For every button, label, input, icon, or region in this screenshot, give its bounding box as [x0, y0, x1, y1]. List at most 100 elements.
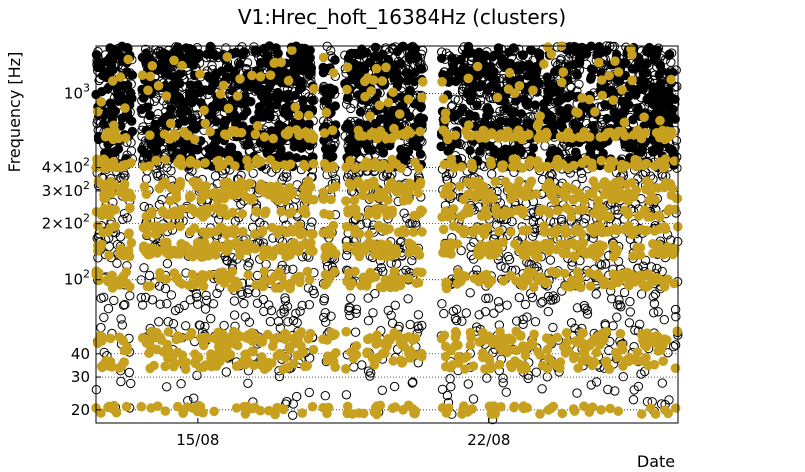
open-cluster-point — [243, 288, 253, 298]
loud-cluster-point — [627, 178, 637, 188]
loud-cluster-point — [229, 224, 240, 234]
loud-cluster-point — [655, 157, 665, 167]
loud-cluster-point — [526, 245, 536, 256]
loud-cluster-point — [371, 161, 382, 171]
open-cluster-point — [498, 378, 508, 388]
loud-cluster-point — [528, 85, 538, 96]
loud-cluster-point — [393, 227, 404, 237]
loud-cluster-point — [259, 187, 270, 197]
open-cluster-point — [346, 103, 356, 114]
loud-cluster-point — [612, 245, 623, 255]
loud-cluster-point — [445, 248, 456, 259]
open-cluster-point — [387, 318, 398, 328]
loud-cluster-point — [146, 209, 157, 219]
loud-cluster-point — [246, 195, 256, 206]
open-cluster-point — [192, 145, 203, 155]
open-cluster-point — [127, 116, 137, 126]
loud-cluster-point — [341, 196, 351, 206]
open-cluster-point — [304, 387, 314, 398]
open-cluster-point — [263, 99, 274, 109]
open-cluster-point — [202, 49, 212, 59]
open-cluster-point — [656, 105, 666, 115]
open-cluster-point — [320, 391, 330, 401]
open-cluster-point — [441, 171, 451, 181]
loud-cluster-point — [349, 195, 360, 205]
loud-cluster-point — [186, 191, 196, 202]
open-cluster-point — [370, 289, 380, 299]
open-cluster-point — [349, 362, 359, 372]
loud-cluster-point — [418, 77, 428, 87]
loud-cluster-point — [362, 178, 373, 189]
open-cluster-point — [240, 312, 251, 322]
open-cluster-point — [610, 386, 620, 396]
open-cluster-point — [170, 305, 181, 316]
loud-cluster-point — [404, 247, 415, 258]
loud-cluster-point — [557, 77, 567, 88]
loud-cluster-point — [553, 162, 564, 172]
open-cluster-point — [649, 298, 660, 309]
loud-cluster-point — [175, 154, 185, 164]
open-cluster-point — [329, 85, 339, 95]
loud-cluster-point — [560, 268, 570, 279]
loud-cluster-point — [547, 266, 557, 277]
loud-cluster-point — [408, 227, 419, 237]
loud-cluster-point — [93, 220, 103, 231]
open-cluster-point — [610, 205, 620, 215]
open-cluster-point — [528, 143, 538, 153]
loud-cluster-point — [467, 162, 478, 172]
loud-cluster-point — [514, 81, 525, 91]
loud-cluster-point — [394, 109, 405, 119]
open-cluster-point — [288, 315, 299, 326]
loud-cluster-point — [631, 161, 641, 171]
loud-cluster-point — [109, 180, 119, 190]
loud-cluster-point — [227, 266, 238, 277]
open-cluster-point — [222, 255, 232, 265]
loud-cluster-point — [628, 251, 638, 261]
open-cluster-point — [485, 71, 495, 82]
loud-cluster-point — [657, 125, 668, 136]
open-cluster-point — [352, 71, 363, 82]
loud-cluster-point — [119, 179, 130, 189]
open-cluster-point — [136, 275, 146, 285]
loud-cluster-point — [627, 229, 638, 240]
loud-cluster-point — [92, 106, 103, 117]
open-cluster-point — [296, 143, 306, 153]
loud-cluster-point — [558, 248, 569, 259]
open-cluster-point — [630, 64, 640, 74]
open-cluster-point — [127, 70, 138, 80]
loud-cluster-point — [354, 251, 365, 262]
open-cluster-point — [321, 317, 331, 327]
open-cluster-point — [162, 299, 172, 309]
open-cluster-point — [620, 57, 630, 67]
open-cluster-point — [275, 148, 285, 158]
loud-cluster-point — [570, 226, 580, 237]
open-cluster-point — [450, 56, 460, 66]
open-cluster-point — [206, 110, 217, 120]
open-cluster-point — [208, 81, 218, 92]
loud-cluster-point — [438, 94, 449, 104]
open-cluster-point — [365, 371, 375, 381]
loud-cluster-point — [110, 126, 120, 137]
loud-cluster-point — [371, 203, 382, 214]
open-cluster-point — [368, 308, 378, 318]
open-cluster-point — [376, 263, 386, 273]
open-cluster-point — [443, 146, 453, 156]
loud-cluster-point — [482, 246, 493, 257]
open-cluster-point — [574, 58, 585, 68]
loud-cluster-point — [183, 130, 193, 140]
loud-cluster-point — [219, 243, 230, 253]
loud-cluster-point — [380, 225, 391, 236]
loud-cluster-point — [151, 246, 161, 256]
loud-cluster-point — [627, 75, 637, 86]
open-cluster-point — [330, 55, 340, 65]
loud-cluster-point — [403, 94, 414, 105]
loud-cluster-point — [252, 121, 263, 131]
open-cluster-point — [258, 294, 269, 305]
open-cluster-point — [293, 56, 304, 66]
open-cluster-point — [343, 93, 353, 103]
loud-cluster-point — [116, 162, 127, 172]
open-cluster-point — [288, 264, 298, 274]
loud-cluster-point — [500, 132, 511, 143]
open-cluster-point — [343, 53, 354, 63]
open-cluster-point — [531, 367, 541, 377]
